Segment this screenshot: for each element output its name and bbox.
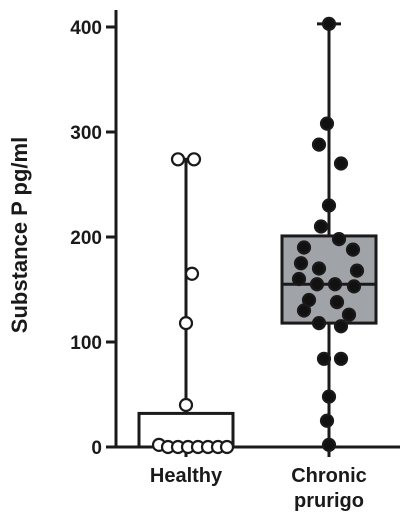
data-point [321,437,337,452]
data-point [346,279,362,294]
data-point [311,261,327,276]
data-point [293,256,309,271]
data-point [327,277,343,292]
x-tick-label-1-0: Chronic [291,465,367,487]
data-point [186,152,202,167]
data-point [349,263,365,278]
data-point [309,277,325,292]
data-point [219,439,235,455]
plot-area [137,16,378,455]
data-point [316,351,332,366]
y-tick-label-0: 0 [91,438,102,459]
x-tick-label-0-0: Healthy [150,465,223,487]
group-0 [137,152,235,455]
data-point [291,271,307,287]
data-point [178,397,194,413]
group-1 [280,16,378,452]
data-point [333,351,349,366]
data-point [321,389,337,404]
data-point [178,316,194,331]
data-point [319,116,335,131]
data-point [329,295,345,310]
data-point [333,319,349,334]
data-point [311,137,327,152]
y-tick-label-200: 200 [70,228,102,249]
y-tick-label-100: 100 [70,333,102,354]
data-point [296,303,312,318]
data-point [331,232,347,247]
x-tick-label-1-1: prurigo [294,490,364,512]
data-point [170,152,186,167]
y-tick-label-300: 300 [70,123,102,144]
y-axis-label: Substance P pg/ml [7,137,32,333]
data-point [313,219,329,234]
data-point [321,16,337,31]
data-point [333,156,349,171]
data-point [321,198,337,213]
data-point [341,307,357,322]
y-tick-label-400: 400 [70,18,102,39]
data-point [296,240,312,255]
axes: 0 100 200 300 400 Healthy Chronic prurigo [70,10,400,512]
data-point [311,316,327,331]
data-point [184,266,200,281]
data-point [345,242,361,257]
data-point [319,413,335,428]
